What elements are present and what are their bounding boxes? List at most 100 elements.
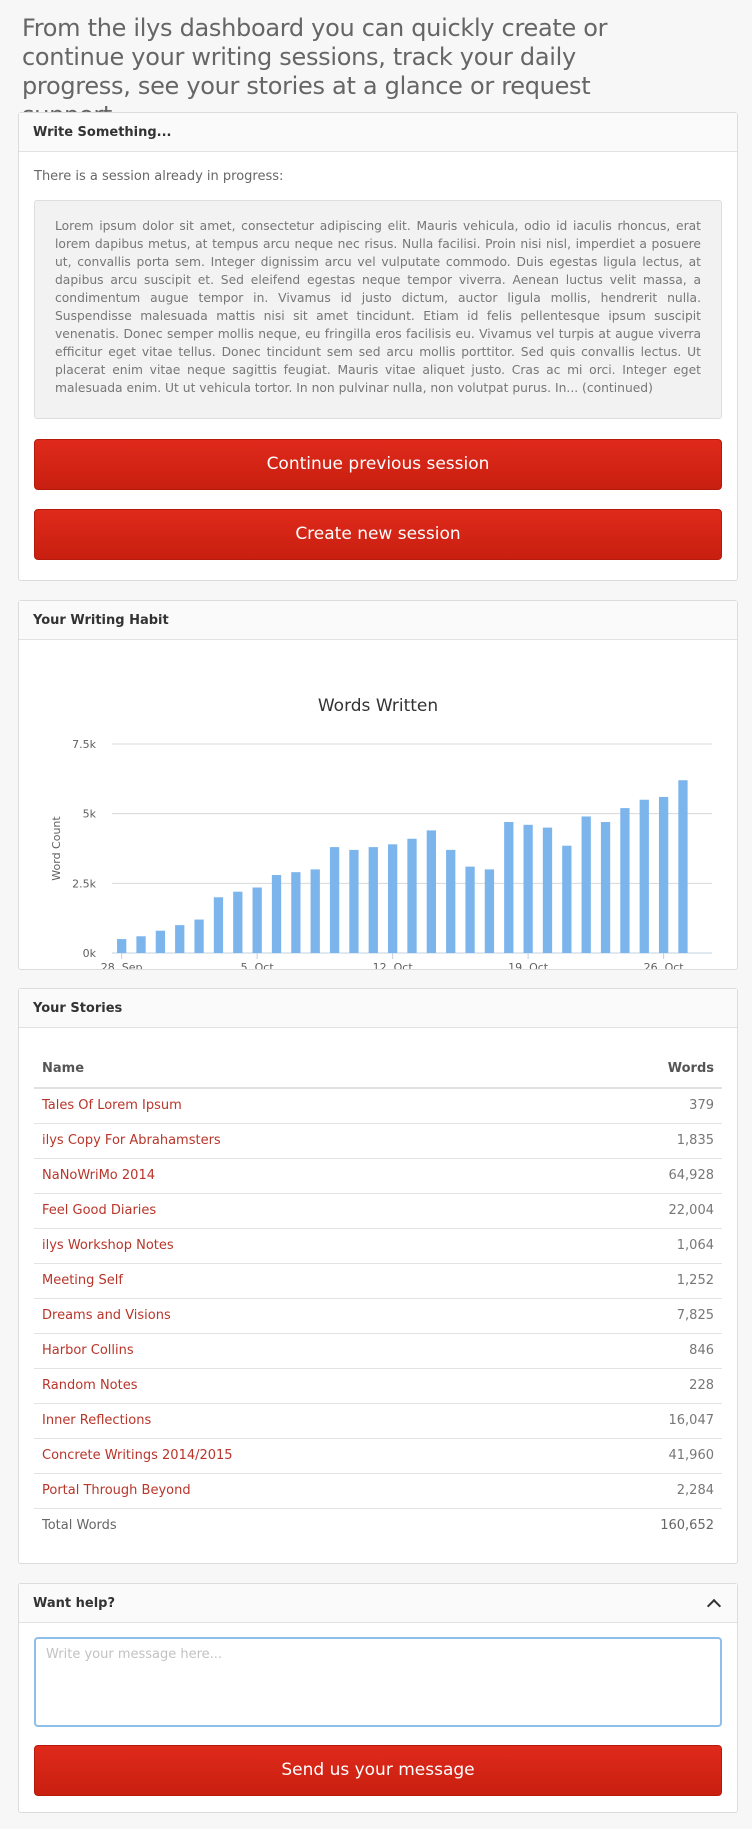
story-words-cell: 379 <box>548 1088 722 1124</box>
story-link[interactable]: Feel Good Diaries <box>42 1203 157 1218</box>
story-link[interactable]: Meeting Self <box>42 1273 123 1288</box>
stories-panel: Your Stories Name Words Tales Of Lorem I… <box>18 988 738 1564</box>
story-words-cell: 846 <box>548 1333 722 1369</box>
story-name-cell: Inner Reflections <box>34 1403 549 1439</box>
x-tick-label: 28. Sep <box>101 961 143 969</box>
col-name-header: Name <box>34 1050 549 1089</box>
story-name-cell: Portal Through Beyond <box>34 1473 549 1509</box>
chart-bar <box>542 827 553 953</box>
col-words-header: Words <box>548 1050 722 1089</box>
chart-bar <box>523 824 533 953</box>
y-tick-label: 2.5k <box>72 877 96 890</box>
story-link[interactable]: Concrete Writings 2014/2015 <box>42 1448 233 1463</box>
table-row: ilys Workshop Notes 1,064 <box>34 1228 722 1264</box>
story-words-cell: 228 <box>548 1368 722 1404</box>
story-name-cell: ilys Copy For Abrahamsters <box>34 1123 549 1159</box>
chart-bar <box>194 919 204 953</box>
chart-bar <box>504 822 514 953</box>
chart-bar <box>155 930 166 953</box>
story-link[interactable]: ilys Workshop Notes <box>42 1238 174 1253</box>
story-link[interactable]: Inner Reflections <box>42 1413 152 1428</box>
help-panel-title: Want help? <box>33 1595 116 1611</box>
send-message-button[interactable]: Send us your message <box>34 1745 722 1796</box>
chart-bar <box>639 799 649 953</box>
create-session-button[interactable]: Create new session <box>34 509 722 560</box>
chart-bar <box>620 808 630 953</box>
chart-bar <box>233 891 243 953</box>
help-panel: Want help? Send us your message <box>18 1583 738 1813</box>
write-panel: Write Something... There is a session al… <box>18 112 738 581</box>
help-message-input[interactable] <box>34 1637 722 1727</box>
help-panel-header[interactable]: Want help? <box>19 1584 737 1623</box>
chart-bar <box>368 847 378 953</box>
habit-panel-title: Your Writing Habit <box>33 612 169 628</box>
y-tick-label: 5k <box>83 808 97 821</box>
table-row: Tales Of Lorem Ipsum 379 <box>34 1088 722 1124</box>
story-link[interactable]: Portal Through Beyond <box>42 1483 191 1498</box>
chart-bar <box>562 845 572 953</box>
story-link[interactable]: Random Notes <box>42 1378 138 1393</box>
chart-bar <box>678 780 688 953</box>
chart-bar <box>658 796 669 953</box>
total-value: 160,652 <box>660 1518 714 1534</box>
stories-header-row: Name Words <box>34 1050 722 1089</box>
y-tick-label: 7.5k <box>72 738 96 751</box>
chart-bar <box>388 844 398 953</box>
x-tick-label: 19. Oct <box>508 961 549 969</box>
table-row: Harbor Collins 846 <box>34 1333 722 1369</box>
story-name-cell: Random Notes <box>34 1368 549 1404</box>
chart-title: Words Written <box>318 696 438 716</box>
story-name-cell: Tales Of Lorem Ipsum <box>34 1088 549 1124</box>
session-note: There is a session already in progress: <box>34 169 284 184</box>
continue-session-button[interactable]: Continue previous session <box>34 439 722 490</box>
habit-panel-header: Your Writing Habit <box>19 601 737 640</box>
table-row: Portal Through Beyond 2,284 <box>34 1473 722 1509</box>
chart-bar <box>136 936 146 953</box>
story-name-cell: NaNoWriMo 2014 <box>34 1158 549 1194</box>
table-row: Dreams and Visions 7,825 <box>34 1298 722 1334</box>
table-row: Concrete Writings 2014/2015 41,960 <box>34 1438 722 1474</box>
story-link[interactable]: ilys Copy For Abrahamsters <box>42 1133 221 1148</box>
story-name-cell: Dreams and Visions <box>34 1298 549 1334</box>
chart-bar <box>329 847 340 953</box>
y-tick-label: 0k <box>83 947 97 960</box>
chevron-up-icon[interactable] <box>706 1598 722 1613</box>
chart-bar <box>426 830 436 953</box>
story-words-cell: 64,928 <box>548 1158 722 1194</box>
chart-bar <box>581 816 591 953</box>
story-name-cell: Feel Good Diaries <box>34 1193 549 1229</box>
story-words-cell: 1,835 <box>548 1123 722 1159</box>
story-link[interactable]: Harbor Collins <box>42 1343 134 1358</box>
chart-bar <box>600 822 611 953</box>
total-row: Total Words 160,652 <box>34 1508 722 1543</box>
chart-bar <box>213 897 224 953</box>
stories-panel-title: Your Stories <box>33 1000 123 1016</box>
story-name-cell: Harbor Collins <box>34 1333 549 1369</box>
story-words-cell: 22,004 <box>548 1193 722 1229</box>
stories-panel-header: Your Stories <box>19 989 737 1028</box>
story-link[interactable]: Tales Of Lorem Ipsum <box>42 1098 182 1114</box>
chart-bar <box>446 849 456 953</box>
chart-bar <box>117 939 127 953</box>
words-written-chart: Words Written 0k 2.5k 5k 7.5k Word Count 28. S… <box>50 696 712 974</box>
story-name-cell: Meeting Self <box>34 1263 549 1299</box>
write-panel-title: Write Something... <box>33 124 172 140</box>
story-words-cell: 1,064 <box>548 1228 722 1264</box>
session-preview: Lorem ipsum dolor sit amet, consectetur … <box>34 200 722 419</box>
table-row: ilys Copy For Abrahamsters 1,835 <box>34 1123 722 1159</box>
story-link[interactable]: Dreams and Visions <box>42 1308 171 1323</box>
table-row: NaNoWriMo 2014 64,928 <box>34 1158 722 1194</box>
chart-bar <box>252 887 262 953</box>
story-words-cell: 41,960 <box>548 1438 722 1474</box>
story-link[interactable]: NaNoWriMo 2014 <box>42 1168 155 1183</box>
chart-bar <box>349 849 359 953</box>
story-words-cell: 1,252 <box>548 1263 722 1299</box>
write-panel-header: Write Something... <box>19 113 737 152</box>
table-row: Random Notes 228 <box>34 1368 722 1404</box>
chart-bar <box>271 874 282 953</box>
total-label: Total Words <box>42 1518 117 1534</box>
x-tick-label: 12. Oct <box>373 961 414 969</box>
chart-bar <box>291 872 301 953</box>
x-tick-label: 5. Oct <box>241 961 275 969</box>
y-axis-label: Word Count <box>50 816 63 881</box>
